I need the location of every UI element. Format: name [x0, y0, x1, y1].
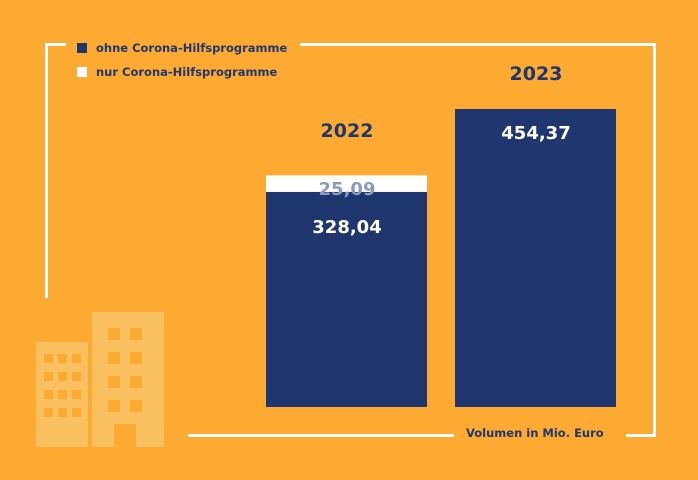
legend-item: ohne Corona-Hilfsprogramme [77, 36, 287, 60]
value-label-2023-ohne: 454,37 [501, 123, 571, 144]
frame-bottom-left [188, 434, 454, 437]
bar-2022-series-1 [266, 175, 427, 192]
category-label-2023: 2023 [509, 63, 563, 85]
bar-2022-series-0 [266, 191, 427, 407]
unit-label: Volumen in Mio. Euro [466, 426, 604, 440]
legend-label: nur Corona-Hilfsprogramme [96, 65, 278, 79]
category-label-2022: 2022 [320, 120, 374, 142]
legend: ohne Corona-Hilfsprogramme nur Corona-Hi… [77, 36, 287, 84]
frame-left [45, 43, 48, 298]
legend-item: nur Corona-Hilfsprogramme [77, 60, 287, 84]
legend-swatch [77, 43, 87, 53]
frame-right [653, 43, 656, 437]
frame-bottom-right [626, 434, 656, 437]
legend-label: ohne Corona-Hilfsprogramme [96, 41, 288, 55]
frame-top-right [300, 43, 656, 46]
bar-2023-series-0 [455, 109, 616, 407]
building-icon [36, 312, 164, 447]
frame-top-left [45, 43, 66, 46]
value-label-2022-ohne: 328,04 [312, 217, 382, 238]
value-label-2022-corona: 25,09 [318, 179, 376, 200]
legend-swatch [77, 67, 87, 77]
